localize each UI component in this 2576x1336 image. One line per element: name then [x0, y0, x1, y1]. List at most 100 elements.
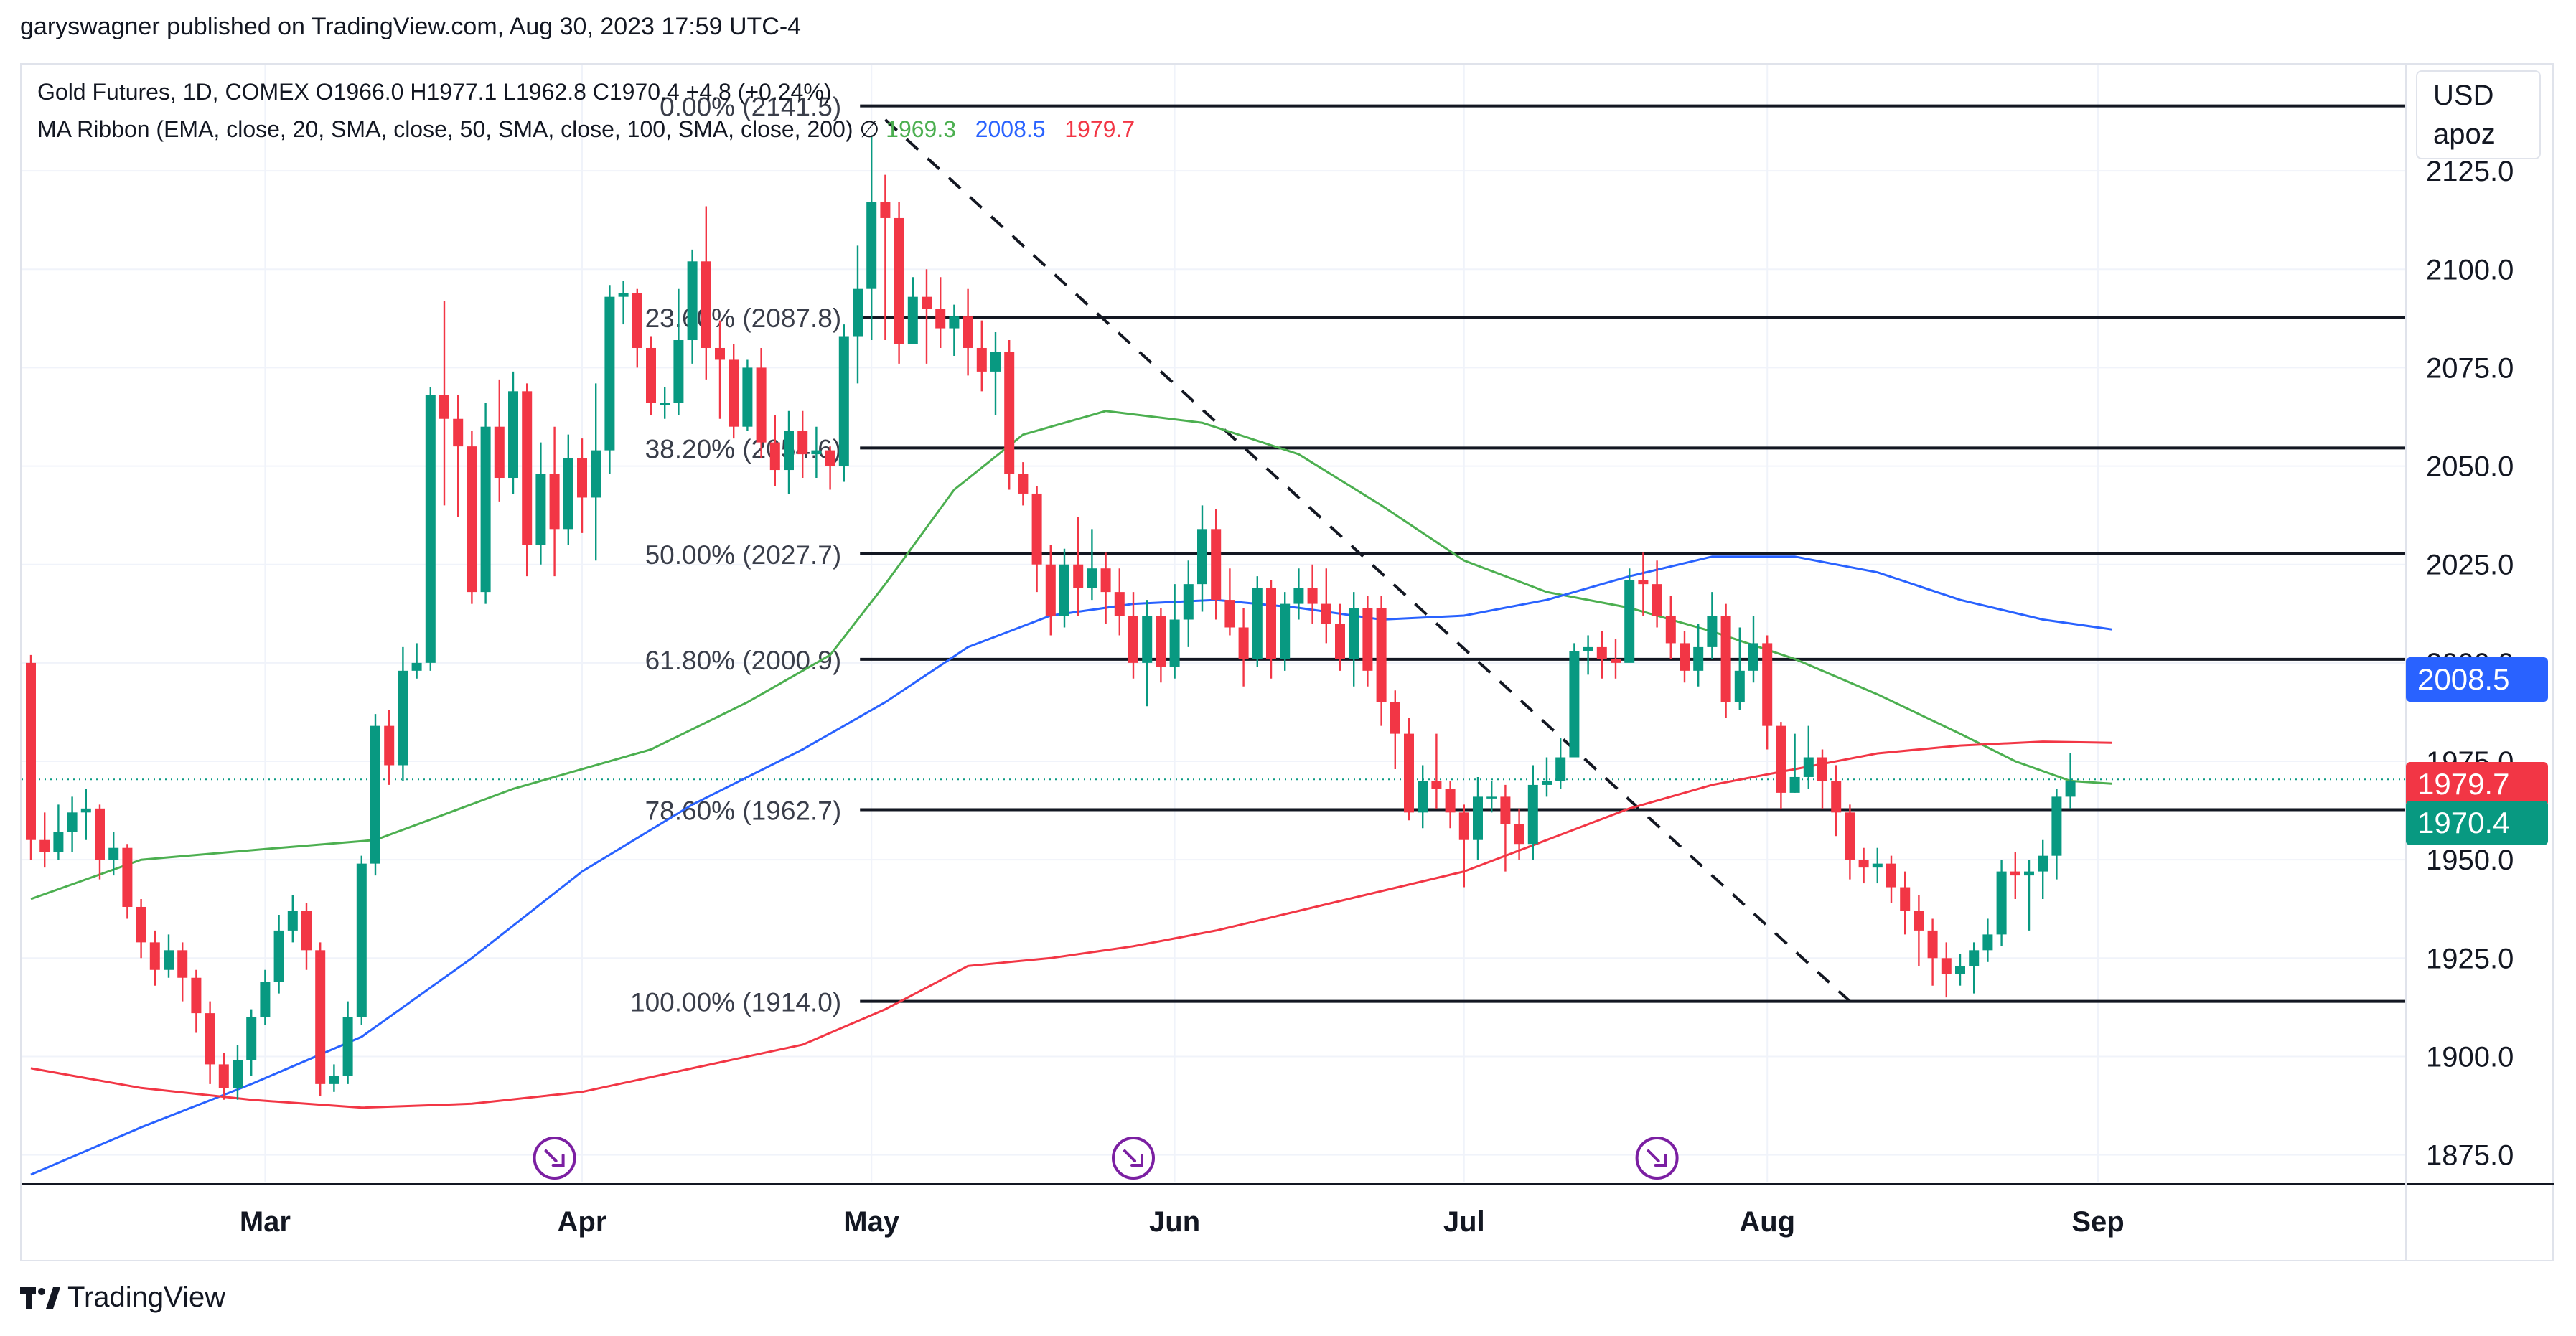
candle-body: [769, 442, 780, 471]
candle-body: [370, 725, 380, 864]
ma-ribbon-legend-line: MA Ribbon (EMA, close, 20, SMA, close, 5…: [37, 110, 1135, 148]
candle-body: [632, 293, 642, 348]
x-tick-label: Apr: [558, 1206, 607, 1238]
ma200-legend-value: 1979.7: [1064, 116, 1135, 142]
candle-body: [108, 847, 119, 860]
event-marker-arrow: [1123, 1149, 1143, 1167]
candle-body: [1128, 616, 1138, 663]
x-tick-label: Mar: [240, 1206, 291, 1238]
candle-body: [1748, 643, 1758, 671]
candle-body: [218, 1064, 229, 1088]
fib-level-label: 50.00% (2027.7): [645, 540, 842, 570]
candle-body: [907, 296, 918, 344]
fib-level-label: 61.80% (2000.9): [645, 646, 842, 675]
candle-body: [1183, 584, 1194, 620]
candle-body: [1073, 564, 1084, 588]
candle-body: [1596, 646, 1607, 659]
candle-body: [797, 431, 808, 455]
event-markers: [533, 1137, 1679, 1180]
candle-body: [646, 347, 656, 403]
last-price-badge: 1970.4: [2406, 801, 2548, 845]
candle-body: [1100, 568, 1111, 593]
candle-body: [1927, 930, 1938, 959]
candle-body: [577, 458, 587, 498]
event-marker-icon[interactable]: [1112, 1137, 1155, 1180]
candle-body: [990, 352, 1001, 372]
candle-body: [729, 359, 739, 427]
candle-body: [1114, 592, 1125, 616]
candle-body: [1611, 659, 1621, 663]
tradingview-brand[interactable]: TradingView: [20, 1281, 225, 1314]
candle-body: [784, 431, 794, 471]
trendline-layer[interactable]: [884, 118, 1851, 1003]
candle-body: [2065, 781, 2076, 797]
candle-body: [963, 316, 973, 348]
fib-level-label: 78.60% (1962.7): [645, 796, 842, 825]
x-tick-label: May: [843, 1206, 900, 1238]
x-tick-label: Jul: [1443, 1206, 1485, 1238]
candle-body: [1224, 600, 1235, 628]
candle-body: [1969, 950, 1980, 966]
candle-body: [1941, 958, 1952, 974]
candles-layer: [26, 135, 2076, 1100]
candle-body: [1583, 646, 1593, 651]
candle-body: [1142, 616, 1153, 663]
y-tick-label: 1925.0: [2426, 943, 2514, 974]
candle-body: [715, 347, 725, 360]
candle-body: [1542, 781, 1552, 785]
trend-line: [884, 118, 1851, 1003]
candle-body: [2024, 871, 2034, 876]
candle-body: [136, 906, 146, 943]
candle-body: [1004, 352, 1015, 474]
candle-body: [191, 977, 202, 1014]
candle-body: [80, 808, 91, 813]
candle-body: [591, 450, 601, 498]
chart-legend[interactable]: Gold Futures, 1D, COMEX O1966.0 H1977.1 …: [37, 73, 1135, 148]
candle-body: [701, 261, 711, 348]
unit-label: apoz: [2433, 118, 2496, 150]
candle-body: [149, 942, 160, 970]
candle-body: [1156, 616, 1166, 667]
candle-body: [301, 911, 312, 951]
candle-body: [660, 403, 670, 405]
candle-body: [177, 950, 188, 978]
candle-body: [1996, 871, 2007, 935]
candle-body: [1307, 588, 1318, 604]
candle-body: [976, 347, 987, 372]
brand-name: TradingView: [67, 1281, 226, 1313]
y-tick-label: 2025.0: [2426, 550, 2514, 581]
candle-body: [67, 812, 78, 832]
currency-selector[interactable]: USD apoz: [2416, 70, 2541, 159]
candle-body: [1445, 789, 1456, 813]
y-tick-label: 2100.0: [2426, 254, 2514, 286]
candle-body: [949, 316, 960, 329]
candle-body: [1473, 796, 1483, 840]
tradingview-logo-icon: [20, 1286, 60, 1309]
candle-body: [1665, 616, 1676, 644]
x-tick-label: Sep: [2071, 1206, 2124, 1238]
y-tick-label: 1900.0: [2426, 1041, 2514, 1073]
candle-body: [287, 911, 298, 931]
candle-body: [1335, 624, 1345, 659]
candle-body: [315, 950, 326, 1084]
candle-body: [1555, 757, 1566, 781]
candle-body: [1638, 580, 1649, 585]
candle-body: [522, 391, 533, 545]
candle-body: [2051, 796, 2062, 856]
grid-layer: [22, 65, 2406, 1182]
event-marker-icon[interactable]: [1635, 1137, 1679, 1180]
candle-body: [866, 202, 877, 289]
candle-body: [935, 309, 946, 329]
candle-body: [1693, 646, 1704, 671]
candle-body: [95, 808, 105, 860]
event-marker-icon[interactable]: [533, 1137, 576, 1180]
candle-body: [467, 446, 477, 593]
candle-body: [673, 340, 684, 403]
candle-body: [1418, 781, 1428, 813]
candle-body: [2038, 855, 2048, 872]
candle-body: [687, 261, 698, 341]
fib-level-label: 23.60% (2087.8): [645, 304, 842, 333]
candle-body: [2010, 871, 2020, 876]
chart-frame[interactable]: [20, 63, 2554, 1261]
